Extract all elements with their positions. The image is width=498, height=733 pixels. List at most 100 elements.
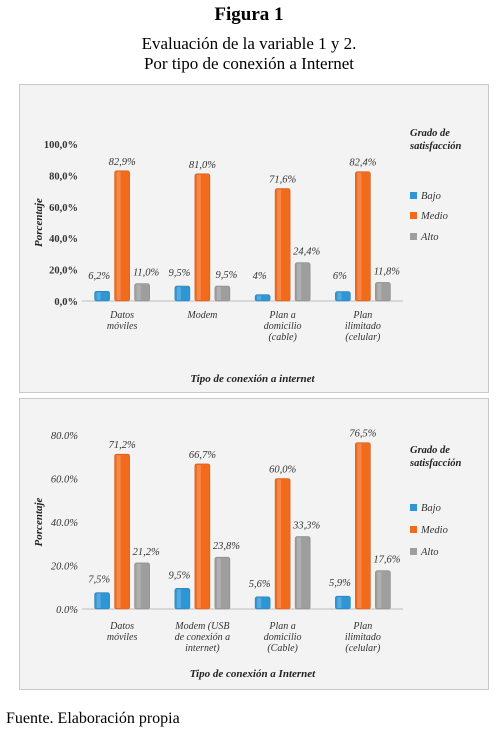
figure-subtitle-line1: Evaluación de la variable 1 y 2.	[141, 34, 357, 53]
category-label: Modem (USB	[174, 621, 229, 632]
y-axis-label: Porcentaje	[33, 198, 45, 247]
data-label-bajo: 9,5%	[168, 268, 190, 279]
category-label: (Cable)	[267, 643, 298, 654]
category-label: móviles	[107, 321, 138, 332]
data-label-medio: 60,0%	[269, 465, 296, 476]
data-label-medio: 81,0%	[189, 160, 216, 171]
y-tick-label: 100,0%	[44, 140, 78, 151]
category-label: internet)	[185, 643, 220, 654]
category-label: móviles	[107, 632, 138, 643]
bar-highlight	[96, 292, 101, 300]
data-label-alto: 33,3%	[292, 521, 320, 532]
data-label-medio: 76,5%	[349, 429, 376, 440]
legend-swatch-alto	[410, 233, 417, 240]
data-label-bajo: 5,9%	[329, 578, 351, 589]
figure-subtitle-line2: Por tipo de conexión a Internet	[143, 54, 355, 73]
chart-1-svg: 0,0% 20,0% 40,0% 60,0% 80,0% 100,0% Porcentaje…	[33, 128, 461, 385]
bar-highlight	[257, 597, 262, 608]
category-label: domicilio	[264, 632, 302, 643]
bar-highlight	[116, 171, 121, 300]
legend-swatch-medio	[410, 212, 417, 219]
data-label-alto: 9,5%	[215, 270, 237, 281]
chart-panel-2: 0.0% 20.0% 40.0% 60.0% 80.0% Porcentaje 7,5% 71…	[19, 398, 489, 690]
category-label: Datos	[109, 310, 134, 321]
bar-highlight	[176, 589, 181, 608]
category-label: Modem	[186, 310, 217, 321]
data-label-alto: 21,2%	[133, 547, 160, 558]
y-tick-label: 60.0%	[51, 475, 78, 486]
data-label-bajo: 7,5%	[88, 575, 110, 586]
bar-highlight	[96, 593, 101, 608]
y-tick-label: 40.0%	[51, 518, 78, 529]
data-label-alto: 11,8%	[374, 266, 401, 277]
legend-title: satisfacción	[409, 458, 461, 469]
y-tick-label: 80,0%	[49, 171, 78, 182]
category-label: (cable)	[268, 332, 297, 343]
category-label: Datos	[109, 621, 134, 632]
y-tick-label: 20.0%	[51, 562, 78, 573]
legend-label-alto: Alto	[420, 232, 439, 243]
category-label: ilimitado	[345, 321, 381, 332]
bar-highlight	[257, 295, 262, 300]
bar-highlight	[337, 292, 342, 300]
category-label: domicilio	[264, 321, 302, 332]
category-label: Plan a	[268, 310, 295, 321]
chart-panel-1: 0,0% 20,0% 40,0% 60,0% 80,0% 100,0% Porcentaje…	[19, 84, 489, 393]
bar-highlight	[176, 287, 181, 300]
legend-swatch-alto	[410, 548, 417, 555]
category-label: Plan	[352, 310, 372, 321]
category-label: (celular)	[345, 332, 381, 343]
x-axis-label: Tipo de conexión a internet	[190, 373, 315, 385]
bar-highlight	[116, 455, 121, 608]
legend-title: Grado de	[410, 445, 450, 456]
bar-highlight	[337, 597, 342, 608]
category-label: Plan	[352, 621, 372, 632]
category-label: (celular)	[345, 643, 381, 654]
bar-highlight	[297, 263, 302, 300]
legend-label-bajo: Bajo	[421, 191, 441, 202]
data-label-bajo: 6,2%	[88, 271, 110, 282]
bar-highlight	[277, 189, 282, 300]
legend-label-medio: Medio	[420, 211, 448, 222]
y-tick-label: 0.0%	[56, 605, 78, 616]
bar-highlight	[357, 172, 362, 300]
bar-highlight	[136, 563, 141, 608]
category-label: Plan a	[268, 621, 295, 632]
legend-swatch-bajo	[410, 504, 417, 511]
legend-title: Grado de	[410, 128, 450, 139]
legend-title: satisfacción	[409, 141, 461, 152]
x-axis-label: Tipo de conexión a Internet	[190, 668, 316, 680]
bar-highlight	[216, 287, 221, 300]
data-label-medio: 66,7%	[189, 450, 216, 461]
data-label-alto: 17,6%	[373, 555, 400, 566]
legend-label-alto: Alto	[420, 547, 439, 558]
data-label-bajo: 4%	[253, 271, 267, 282]
legend-swatch-medio	[410, 526, 417, 533]
data-label-bajo: 5,6%	[249, 579, 271, 590]
data-label-alto: 23,8%	[213, 541, 240, 552]
y-tick-label: 20,0%	[49, 266, 78, 277]
y-tick-label: 80.0%	[51, 431, 78, 442]
y-tick-label: 40,0%	[49, 234, 78, 245]
data-label-medio: 71,2%	[109, 440, 136, 451]
source-note: Fuente. Elaboración propia	[6, 710, 180, 727]
legend-label-bajo: Bajo	[421, 503, 441, 514]
legend-label-medio: Medio	[420, 525, 448, 536]
chart-2-svg: 0.0% 20.0% 40.0% 60.0% 80.0% Porcentaje 7,5% 71…	[33, 429, 461, 680]
category-label: de conexión a	[175, 632, 231, 643]
legend-swatch-bajo	[410, 192, 417, 199]
bar-highlight	[377, 571, 382, 608]
data-label-medio: 71,6%	[269, 175, 296, 186]
bar-highlight	[136, 284, 141, 300]
data-label-bajo: 6%	[333, 271, 347, 282]
bar-highlight	[377, 283, 382, 300]
y-tick-label: 60,0%	[49, 203, 78, 214]
y-tick-label: 0,0%	[54, 297, 78, 308]
data-label-alto: 24,4%	[293, 247, 320, 258]
bar-highlight	[196, 174, 201, 300]
category-label: ilimitado	[345, 632, 381, 643]
bar-highlight	[277, 479, 282, 608]
figure-label: Figura 1	[214, 4, 284, 25]
data-label-alto: 11,0%	[133, 268, 160, 279]
data-label-bajo: 9,5%	[168, 570, 190, 581]
